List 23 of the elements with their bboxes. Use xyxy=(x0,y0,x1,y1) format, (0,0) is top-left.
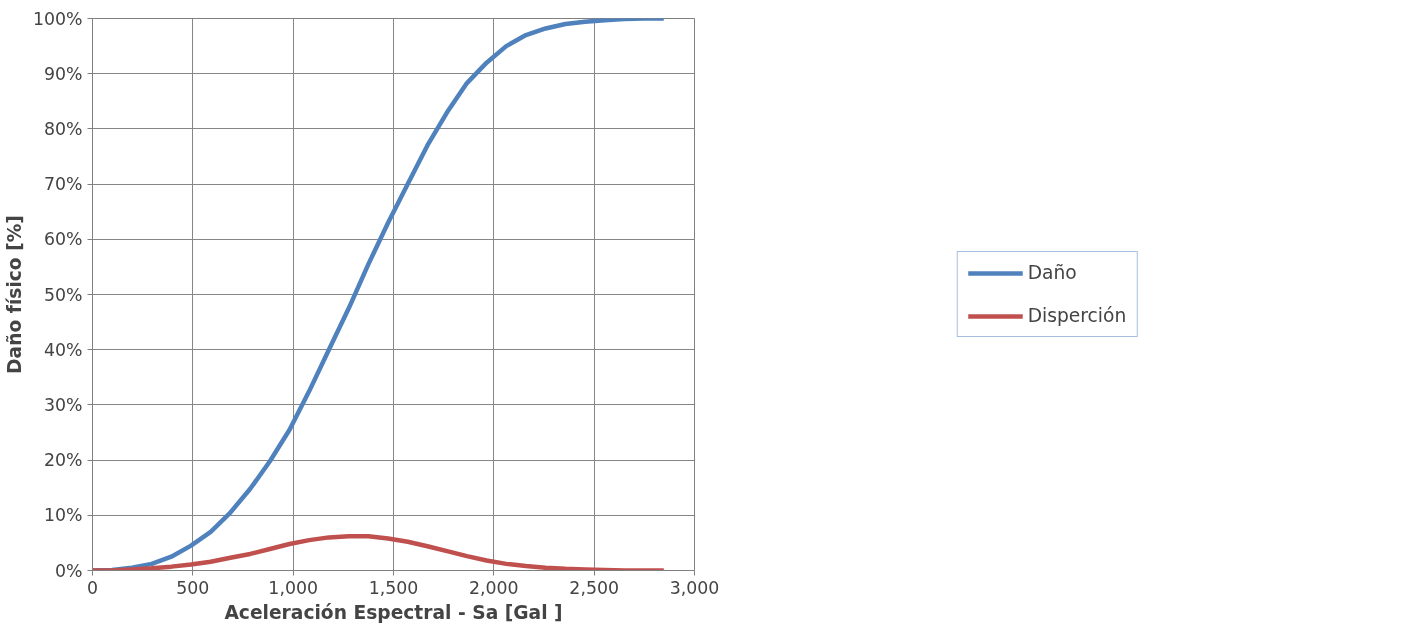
y-tick-label: 50% xyxy=(43,284,83,305)
y-tick-label: 10% xyxy=(43,505,83,526)
y-axis-title: Daño físico [%] xyxy=(3,215,25,374)
legend-label: Disperción xyxy=(1027,305,1127,326)
line-series xyxy=(92,534,667,571)
y-tick-label: 40% xyxy=(43,339,83,360)
x-axis-title: Aceleración Espectral - Sa [Gal ] xyxy=(224,601,563,623)
x-tick-label: 0 xyxy=(86,577,99,598)
y-tick-label: 100% xyxy=(32,8,83,29)
x-tick-label: 3,000 xyxy=(669,577,720,598)
x-tick-label: 2,500 xyxy=(569,577,619,598)
x-tick-label: 500 xyxy=(176,577,210,598)
legend-label: Daño xyxy=(1027,262,1077,283)
y-tick-label: 0% xyxy=(55,560,83,581)
x-tick-label: 2,000 xyxy=(469,577,519,598)
y-tick-label: 60% xyxy=(43,229,83,250)
y-tick-label: 80% xyxy=(43,118,83,139)
y-tick-label: 30% xyxy=(43,394,83,415)
y-tick-label: 90% xyxy=(43,63,83,84)
x-tick-label: 1,000 xyxy=(268,577,318,598)
y-tick-label: 20% xyxy=(43,450,83,471)
y-tick-label: 70% xyxy=(43,174,83,195)
x-tick-label: 1,500 xyxy=(368,577,419,598)
